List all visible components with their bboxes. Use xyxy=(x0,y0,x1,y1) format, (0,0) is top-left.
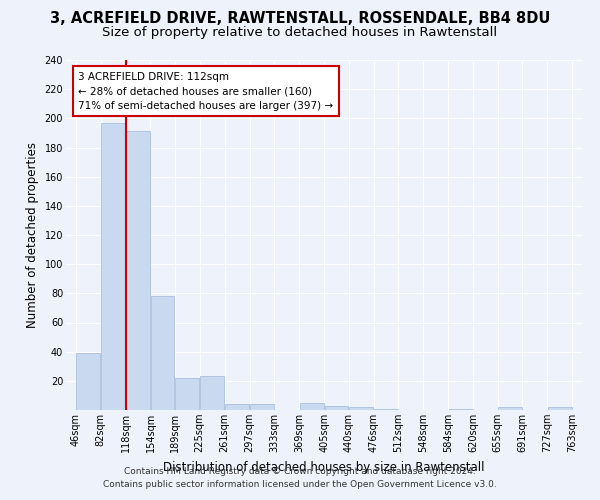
Bar xyxy=(200,376,224,410)
Bar xyxy=(374,408,398,410)
Bar xyxy=(76,353,100,410)
Text: Size of property relative to detached houses in Rawtenstall: Size of property relative to detached ho… xyxy=(103,26,497,39)
X-axis label: Distribution of detached houses by size in Rawtenstall: Distribution of detached houses by size … xyxy=(163,460,485,473)
Text: 3, ACREFIELD DRIVE, RAWTENSTALL, ROSSENDALE, BB4 8DU: 3, ACREFIELD DRIVE, RAWTENSTALL, ROSSEND… xyxy=(50,11,550,26)
Bar xyxy=(175,378,199,410)
Bar xyxy=(325,406,349,410)
Bar xyxy=(299,402,324,410)
Bar xyxy=(151,296,175,410)
Bar xyxy=(126,132,150,410)
Text: 3 ACREFIELD DRIVE: 112sqm
← 28% of detached houses are smaller (160)
71% of semi: 3 ACREFIELD DRIVE: 112sqm ← 28% of detac… xyxy=(79,72,334,112)
Bar xyxy=(498,407,522,410)
Bar xyxy=(225,404,249,410)
Bar xyxy=(101,122,125,410)
Bar xyxy=(548,407,572,410)
Bar xyxy=(449,408,473,410)
Text: Contains HM Land Registry data © Crown copyright and database right 2024.
Contai: Contains HM Land Registry data © Crown c… xyxy=(103,468,497,489)
Y-axis label: Number of detached properties: Number of detached properties xyxy=(26,142,39,328)
Bar xyxy=(349,407,373,410)
Bar xyxy=(250,404,274,410)
